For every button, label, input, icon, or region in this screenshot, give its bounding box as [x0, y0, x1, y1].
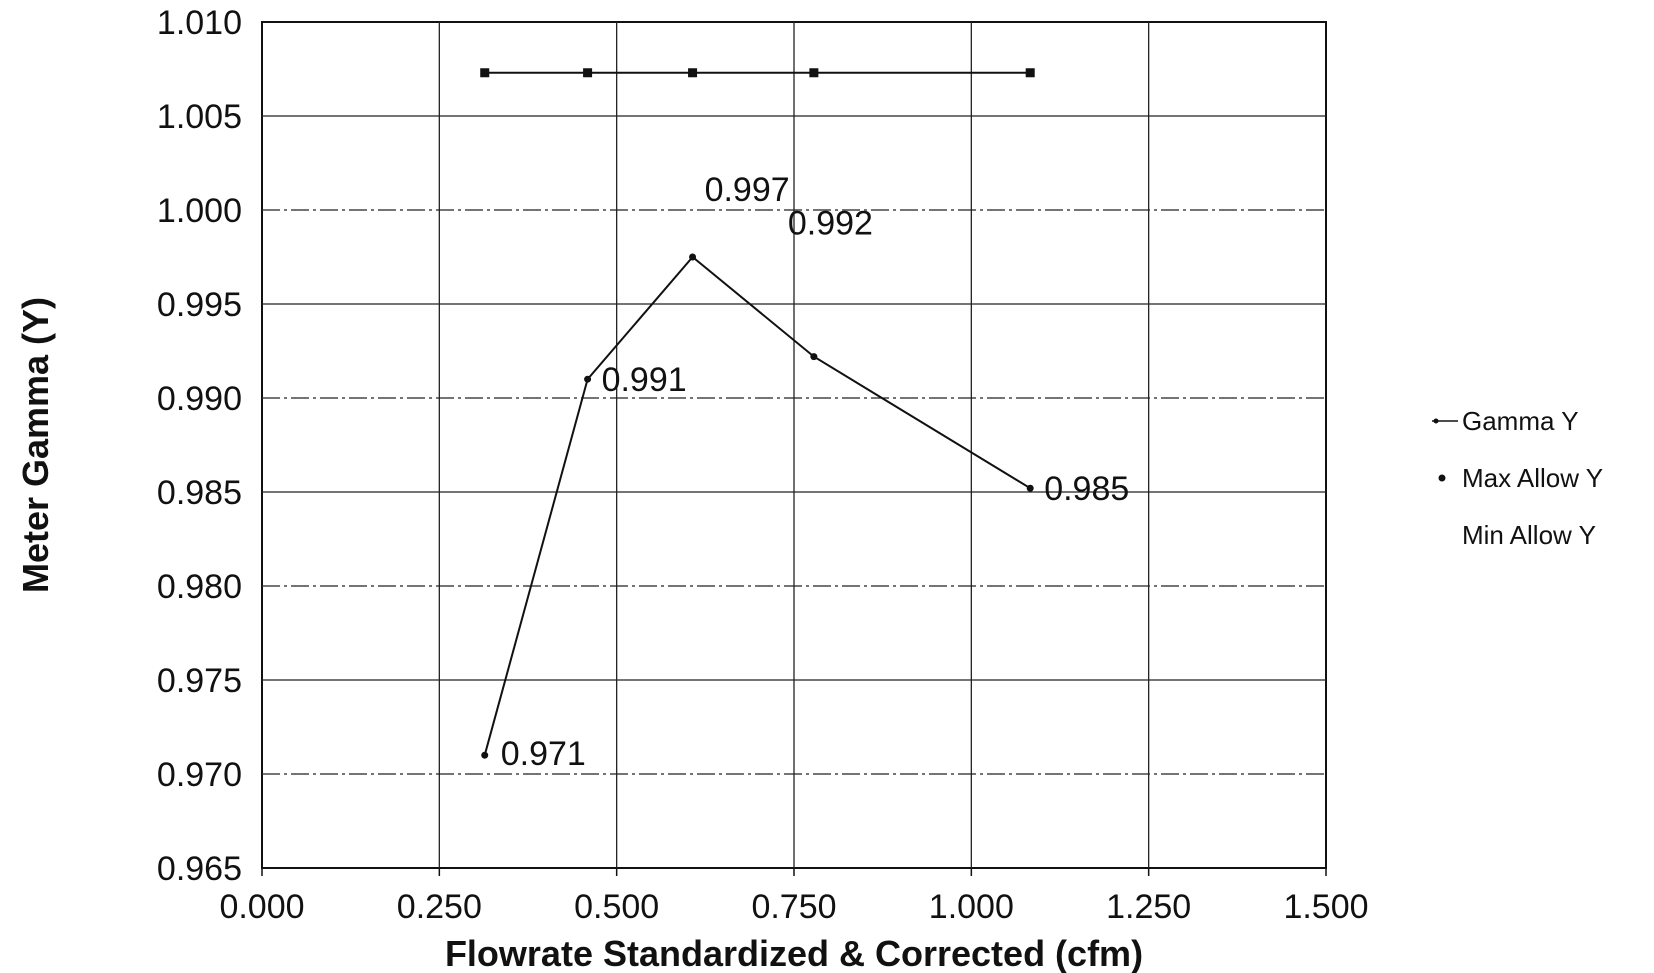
x-tick-1.500: 1.500: [1283, 888, 1368, 926]
legend-marker-gamma-y: [1433, 418, 1439, 424]
y-tick-0.980: 0.980: [157, 568, 242, 606]
gamma-y-label-0: 0.971: [501, 735, 586, 773]
legend-entry-max-allow-y: Max Allow Y: [1438, 463, 1603, 493]
x-tick-1.000: 1.000: [929, 888, 1014, 926]
gamma-y-point-3: [810, 353, 818, 361]
y-tick-0.975: 0.975: [157, 662, 242, 700]
y-tick-0.970: 0.970: [157, 756, 242, 794]
gamma-y-point-4: [1026, 484, 1034, 492]
x-tick-0.250: 0.250: [397, 888, 482, 926]
gamma-y-point-0: [481, 751, 489, 759]
y-tick-1.010: 1.010: [157, 4, 242, 42]
legend-entry-gamma-y: Gamma Y: [1432, 406, 1579, 436]
x-axis-title: Flowrate Standardized & Corrected (cfm): [445, 933, 1143, 973]
gamma-y-point-1: [584, 375, 592, 383]
legend-marker-max-allow-y: [1438, 474, 1446, 482]
x-tick-labels: 0.000 0.250 0.500 0.750 1.000 1.250 1.500: [219, 888, 1368, 926]
legend-text-gamma-y: Gamma Y: [1462, 406, 1579, 436]
series-marks: [480, 68, 1035, 759]
y-tick-labels: 0.965 0.970 0.975 0.980 0.985 0.990 0.995 1.000…: [157, 4, 242, 888]
max-allow-y-point-1: [583, 68, 593, 78]
gamma-y-label-1: 0.991: [602, 361, 687, 399]
y-tick-0.990: 0.990: [157, 380, 242, 418]
max-allow-y-point-4: [1025, 68, 1035, 78]
x-tick-0.750: 0.750: [751, 888, 836, 926]
max-allow-y-point-3: [809, 68, 819, 78]
gamma-y-label-2: 0.997: [705, 171, 790, 209]
legend: Gamma Y Max Allow Y Min Allow Y: [1432, 406, 1603, 550]
max-allow-y-point-0: [480, 68, 490, 78]
gamma-y-label-3: 0.992: [788, 205, 873, 243]
y-tick-0.965: 0.965: [157, 850, 242, 888]
y-tick-0.995: 0.995: [157, 286, 242, 324]
max-allow-y-point-2: [688, 68, 698, 78]
grid-lines: [261, 22, 1327, 876]
x-tick-1.250: 1.250: [1106, 888, 1191, 926]
y-tick-0.985: 0.985: [157, 474, 242, 512]
gamma-y-point-2: [689, 253, 697, 261]
y-tick-1.005: 1.005: [157, 98, 242, 136]
x-tick-0.000: 0.000: [219, 888, 304, 926]
legend-entry-min-allow-y: Min Allow Y: [1462, 520, 1596, 550]
y-axis-title: Meter Gamma (Y): [15, 297, 56, 593]
x-tick-0.500: 0.500: [574, 888, 659, 926]
gamma-y-label-4: 0.985: [1044, 470, 1129, 508]
legend-text-max-allow-y: Max Allow Y: [1462, 463, 1603, 493]
legend-text-min-allow-y: Min Allow Y: [1462, 520, 1596, 550]
y-tick-1.000: 1.000: [157, 192, 242, 230]
